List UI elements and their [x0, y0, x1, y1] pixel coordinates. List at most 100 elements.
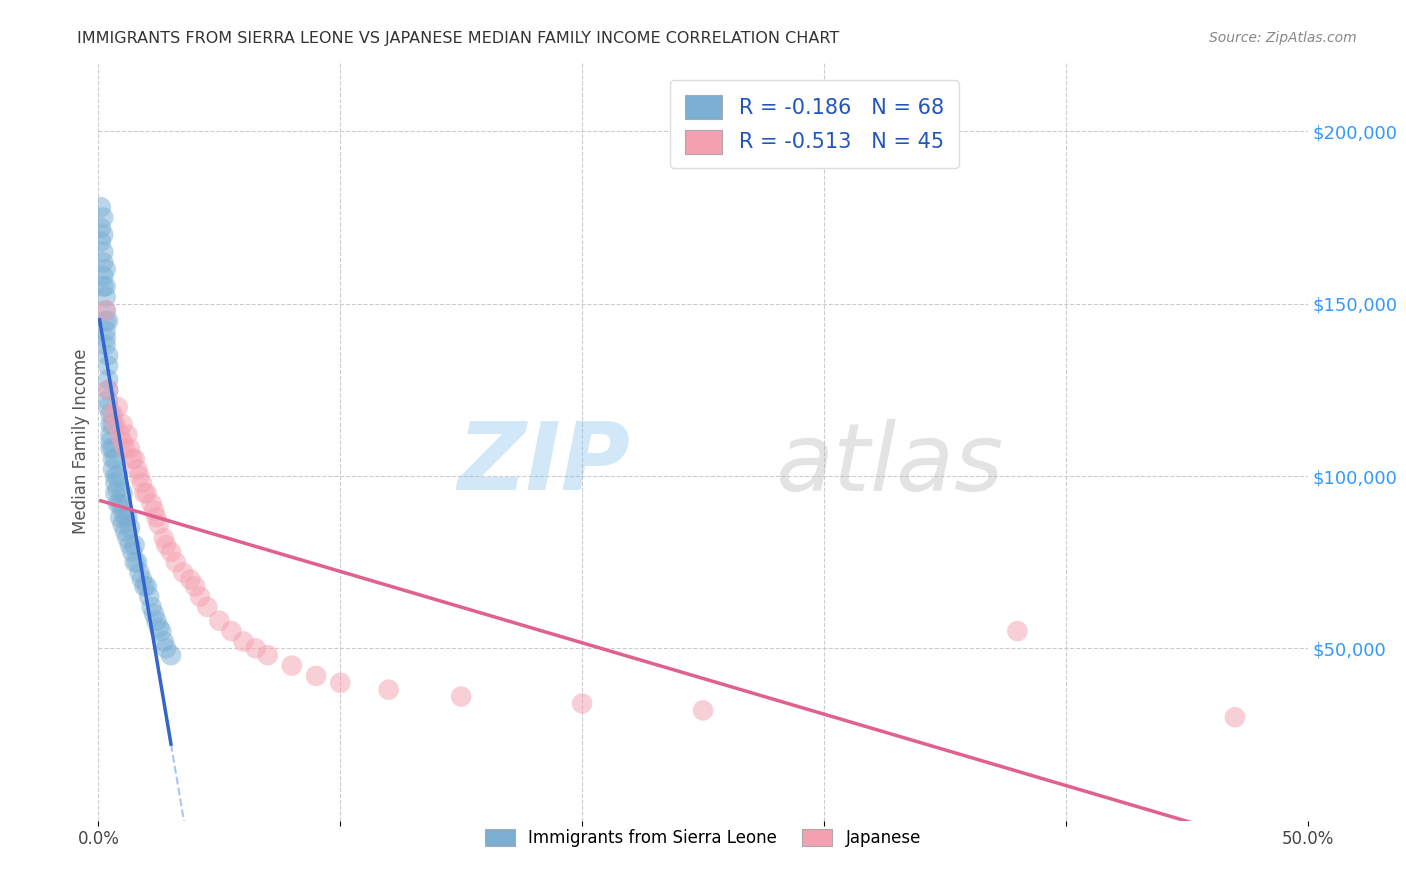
Point — [101, 417, 124, 432]
Point — [97, 400, 120, 414]
Point — [138, 590, 160, 604]
Point — [232, 634, 254, 648]
Point — [121, 545, 143, 559]
Point — [94, 314, 117, 328]
Point — [121, 451, 143, 466]
Point — [134, 486, 156, 500]
Point — [117, 531, 139, 545]
Point — [94, 290, 117, 304]
Point — [221, 624, 243, 639]
Point — [172, 566, 194, 580]
Point — [97, 359, 120, 373]
Point — [195, 599, 218, 614]
Point — [100, 417, 122, 432]
Point — [135, 579, 157, 593]
Point — [1007, 624, 1029, 639]
Point — [114, 524, 136, 538]
Point — [97, 314, 120, 328]
Point — [91, 227, 114, 242]
Point — [188, 590, 211, 604]
Point — [152, 531, 174, 545]
Point — [90, 235, 112, 249]
Point — [108, 427, 131, 442]
Point — [155, 641, 177, 656]
Point — [184, 579, 207, 593]
Point — [165, 555, 187, 569]
Point — [101, 407, 124, 421]
Point — [141, 599, 163, 614]
Point — [104, 451, 127, 466]
Point — [131, 475, 153, 490]
Point — [150, 624, 173, 639]
Point — [143, 503, 166, 517]
Point — [104, 475, 127, 490]
Point — [104, 417, 127, 432]
Point — [131, 573, 153, 587]
Point — [111, 417, 134, 432]
Point — [111, 434, 134, 449]
Point — [118, 442, 141, 456]
Point — [143, 607, 166, 621]
Point — [101, 442, 124, 456]
Point — [91, 269, 114, 284]
Point — [117, 510, 139, 524]
Point — [141, 497, 163, 511]
Point — [118, 538, 141, 552]
Point — [104, 486, 127, 500]
Point — [124, 451, 146, 466]
Point — [108, 510, 131, 524]
Point — [117, 427, 139, 442]
Point — [108, 497, 131, 511]
Point — [94, 338, 117, 352]
Point — [111, 503, 134, 517]
Point — [91, 279, 114, 293]
Point — [118, 521, 141, 535]
Point — [94, 303, 117, 318]
Point — [124, 555, 146, 569]
Point — [256, 648, 278, 663]
Point — [107, 400, 129, 414]
Point — [94, 324, 117, 338]
Point — [145, 510, 167, 524]
Point — [100, 427, 122, 442]
Point — [97, 383, 120, 397]
Point — [571, 697, 593, 711]
Point — [692, 703, 714, 717]
Point — [114, 510, 136, 524]
Point — [94, 303, 117, 318]
Point — [128, 566, 150, 580]
Point — [100, 442, 122, 456]
Text: IMMIGRANTS FROM SIERRA LEONE VS JAPANESE MEDIAN FAMILY INCOME CORRELATION CHART: IMMIGRANTS FROM SIERRA LEONE VS JAPANESE… — [77, 31, 839, 46]
Point — [104, 469, 127, 483]
Point — [97, 372, 120, 386]
Point — [111, 486, 134, 500]
Point — [179, 573, 201, 587]
Point — [155, 538, 177, 552]
Point — [94, 262, 117, 277]
Point — [107, 497, 129, 511]
Point — [90, 200, 112, 214]
Legend: Immigrants from Sierra Leone, Japanese: Immigrants from Sierra Leone, Japanese — [478, 822, 928, 854]
Point — [160, 648, 183, 663]
Point — [107, 469, 129, 483]
Point — [100, 434, 122, 449]
Point — [94, 331, 117, 345]
Point — [148, 517, 170, 532]
Point — [208, 614, 231, 628]
Y-axis label: Median Family Income: Median Family Income — [72, 349, 90, 534]
Point — [100, 407, 122, 421]
Point — [107, 483, 129, 497]
Point — [97, 393, 120, 408]
Point — [91, 211, 114, 225]
Point — [377, 682, 399, 697]
Point — [1223, 710, 1246, 724]
Point — [97, 348, 120, 362]
Point — [97, 383, 120, 397]
Point — [127, 462, 149, 476]
Point — [329, 675, 352, 690]
Point — [160, 545, 183, 559]
Point — [111, 517, 134, 532]
Point — [114, 442, 136, 456]
Point — [101, 462, 124, 476]
Point — [90, 220, 112, 235]
